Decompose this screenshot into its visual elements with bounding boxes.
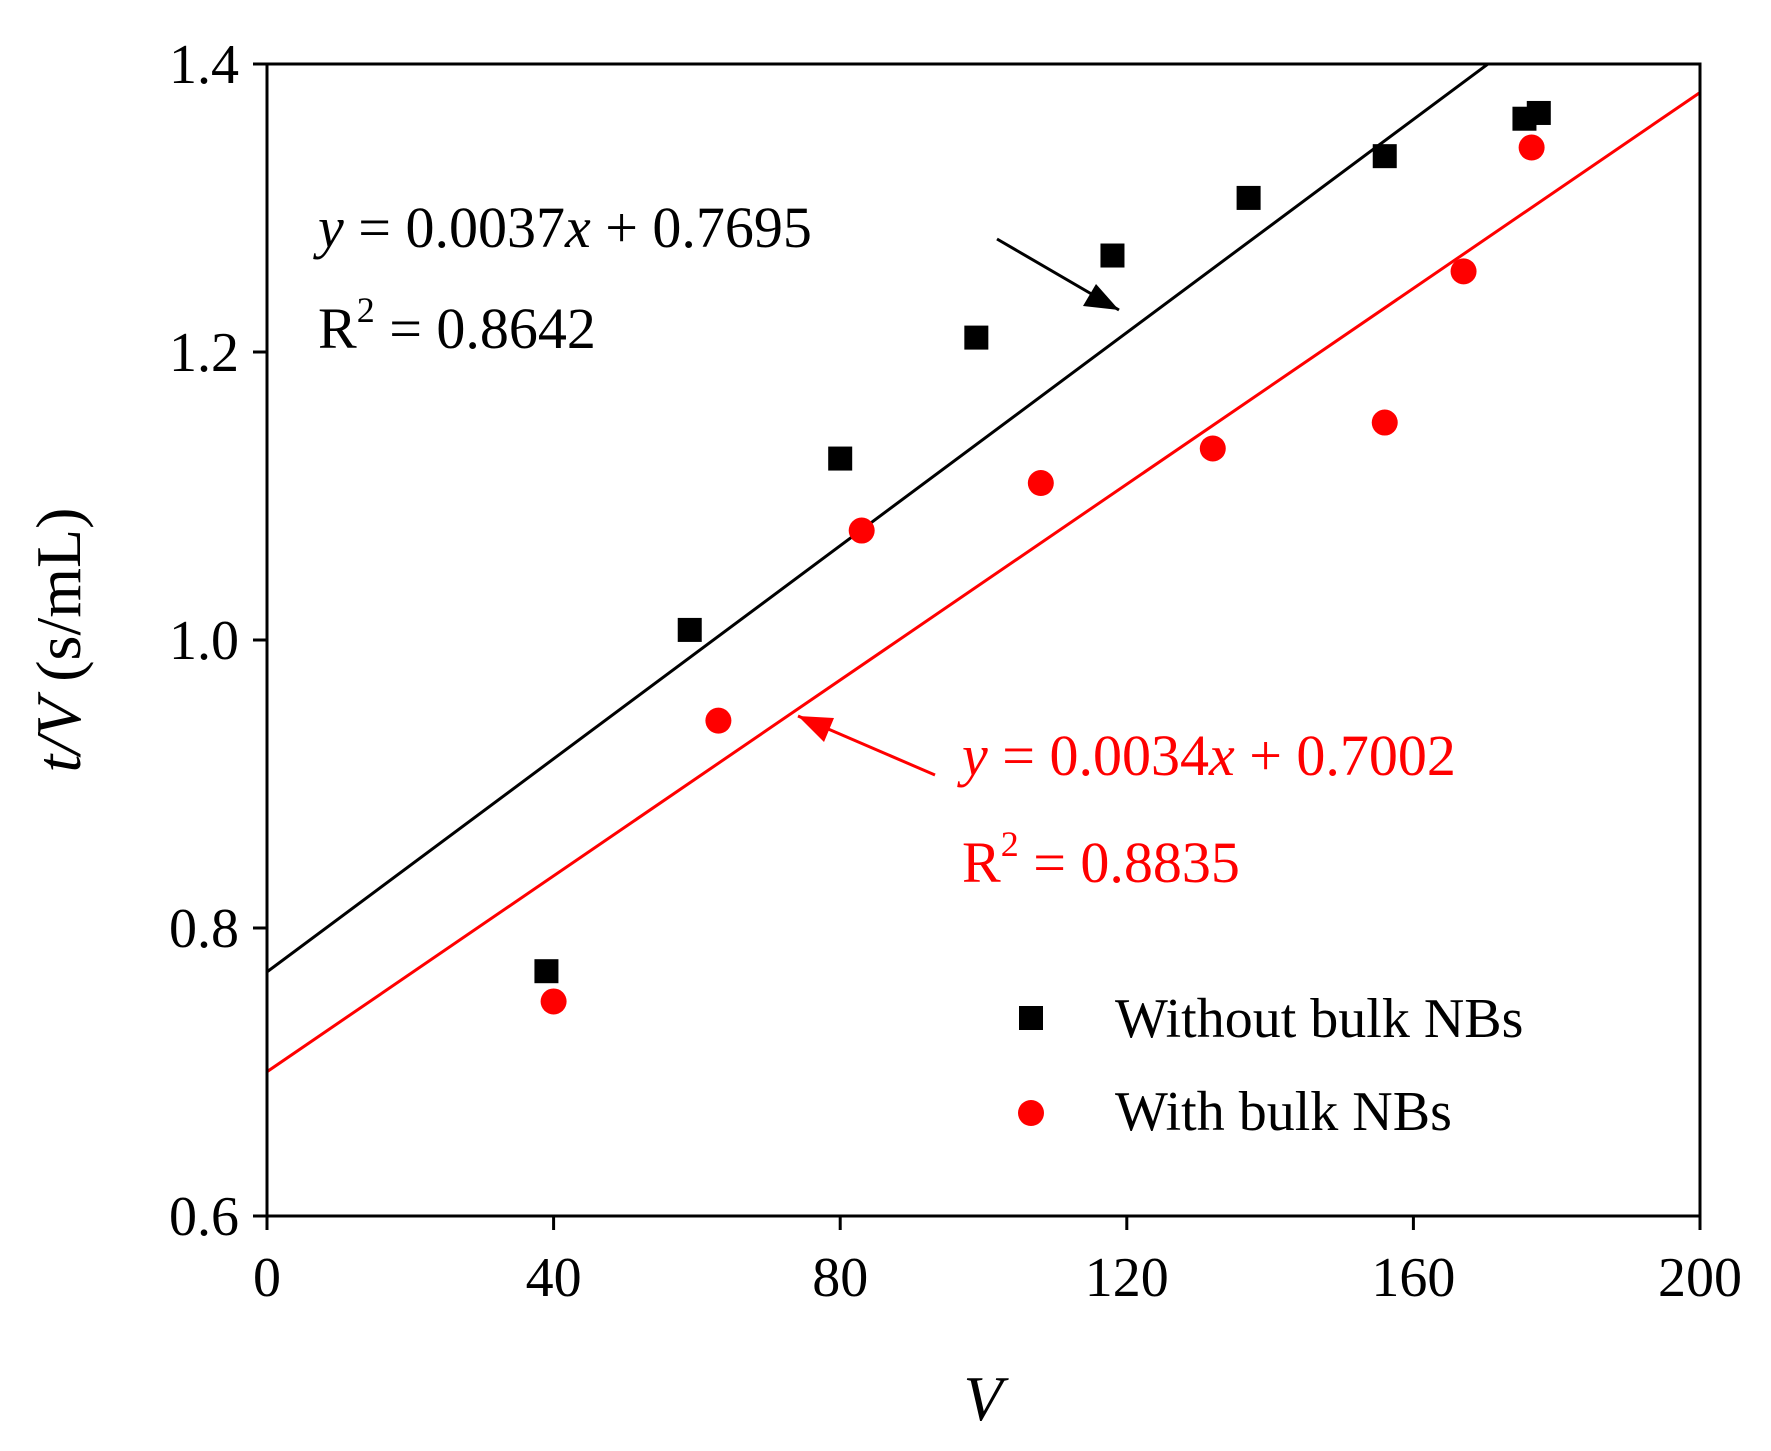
red-fit-annotation: y = 0.0034x + 0.7002 R2 = 0.8835 [797, 714, 1456, 895]
data-point-with-bulk-nbs [1518, 134, 1545, 161]
fit-lines [267, 64, 1700, 1073]
y-tick-label: 1.0 [169, 610, 239, 672]
y-tick-label: 0.6 [169, 1186, 239, 1248]
y-axis-title: t/V (s/mL) [23, 508, 94, 773]
x-tick-label: 80 [812, 1247, 868, 1309]
red-fit-equation: y = 0.0034x + 0.7002 [957, 723, 1456, 788]
data-point-with-bulk-nbs [540, 988, 567, 1015]
data-point-without-bulk-nbs [828, 446, 853, 471]
black-fit-r-squared: R2 = 0.8642 [318, 290, 596, 361]
data-point-without-bulk-nbs [964, 325, 989, 350]
x-tick-label: 40 [526, 1247, 582, 1309]
black-fit-annotation: y = 0.0037x + 0.7695 R2 = 0.8642 [313, 195, 1120, 361]
x-tick-label: 200 [1658, 1247, 1742, 1309]
data-point-with-bulk-nbs [1199, 435, 1226, 462]
fit-line-with-bulk-nbs [267, 91, 1700, 1073]
x-tick-label: 160 [1371, 1247, 1455, 1309]
black-fit-arrow-head [1083, 284, 1119, 310]
y-tick-label: 1.4 [169, 34, 239, 96]
red-fit-r-squared: R2 = 0.8835 [962, 824, 1240, 895]
y-tick-label: 1.2 [169, 322, 239, 384]
data-point-with-bulk-nbs [1450, 258, 1477, 285]
y-axis-title-unit: (s/mL) [23, 508, 94, 698]
data-point-without-bulk-nbs [677, 617, 702, 642]
legend-label-without-bulk-nbs: Without bulk NBs [1115, 988, 1523, 1050]
data-point-without-bulk-nbs [1236, 185, 1261, 210]
black-fit-equation: y = 0.0037x + 0.7695 [313, 195, 812, 260]
y-axis-ticks: 0.6 0.8 1.0 1.2 1.4 [169, 34, 267, 1248]
y-tick-label: 0.8 [169, 898, 239, 960]
legend-label-with-bulk-nbs: With bulk NBs [1115, 1081, 1452, 1143]
x-tick-label: 120 [1085, 1247, 1169, 1309]
legend-marker-without-bulk-nbs [1019, 1006, 1043, 1030]
legend-marker-with-bulk-nbs [1018, 1100, 1044, 1126]
x-axis-ticks: 0 40 80 120 160 200 [253, 1216, 1742, 1309]
y-axis-title-variable: t/V [23, 691, 94, 773]
data-point-without-bulk-nbs [1526, 100, 1551, 125]
data-point-with-bulk-nbs [1371, 409, 1398, 436]
x-tick-label: 0 [253, 1247, 281, 1309]
fit-line-without-bulk-nbs [267, 64, 1491, 974]
data-point-with-bulk-nbs [705, 707, 732, 734]
legend: Without bulk NBs With bulk NBs [1018, 988, 1523, 1143]
data-point-without-bulk-nbs [1372, 144, 1397, 169]
data-point-with-bulk-nbs [1027, 470, 1054, 497]
data-markers [534, 100, 1551, 1015]
data-point-with-bulk-nbs [848, 517, 875, 544]
data-point-without-bulk-nbs [1100, 243, 1125, 268]
x-axis-title: V [963, 1363, 1009, 1434]
data-point-without-bulk-nbs [534, 959, 559, 984]
red-fit-arrow-head [798, 716, 834, 742]
